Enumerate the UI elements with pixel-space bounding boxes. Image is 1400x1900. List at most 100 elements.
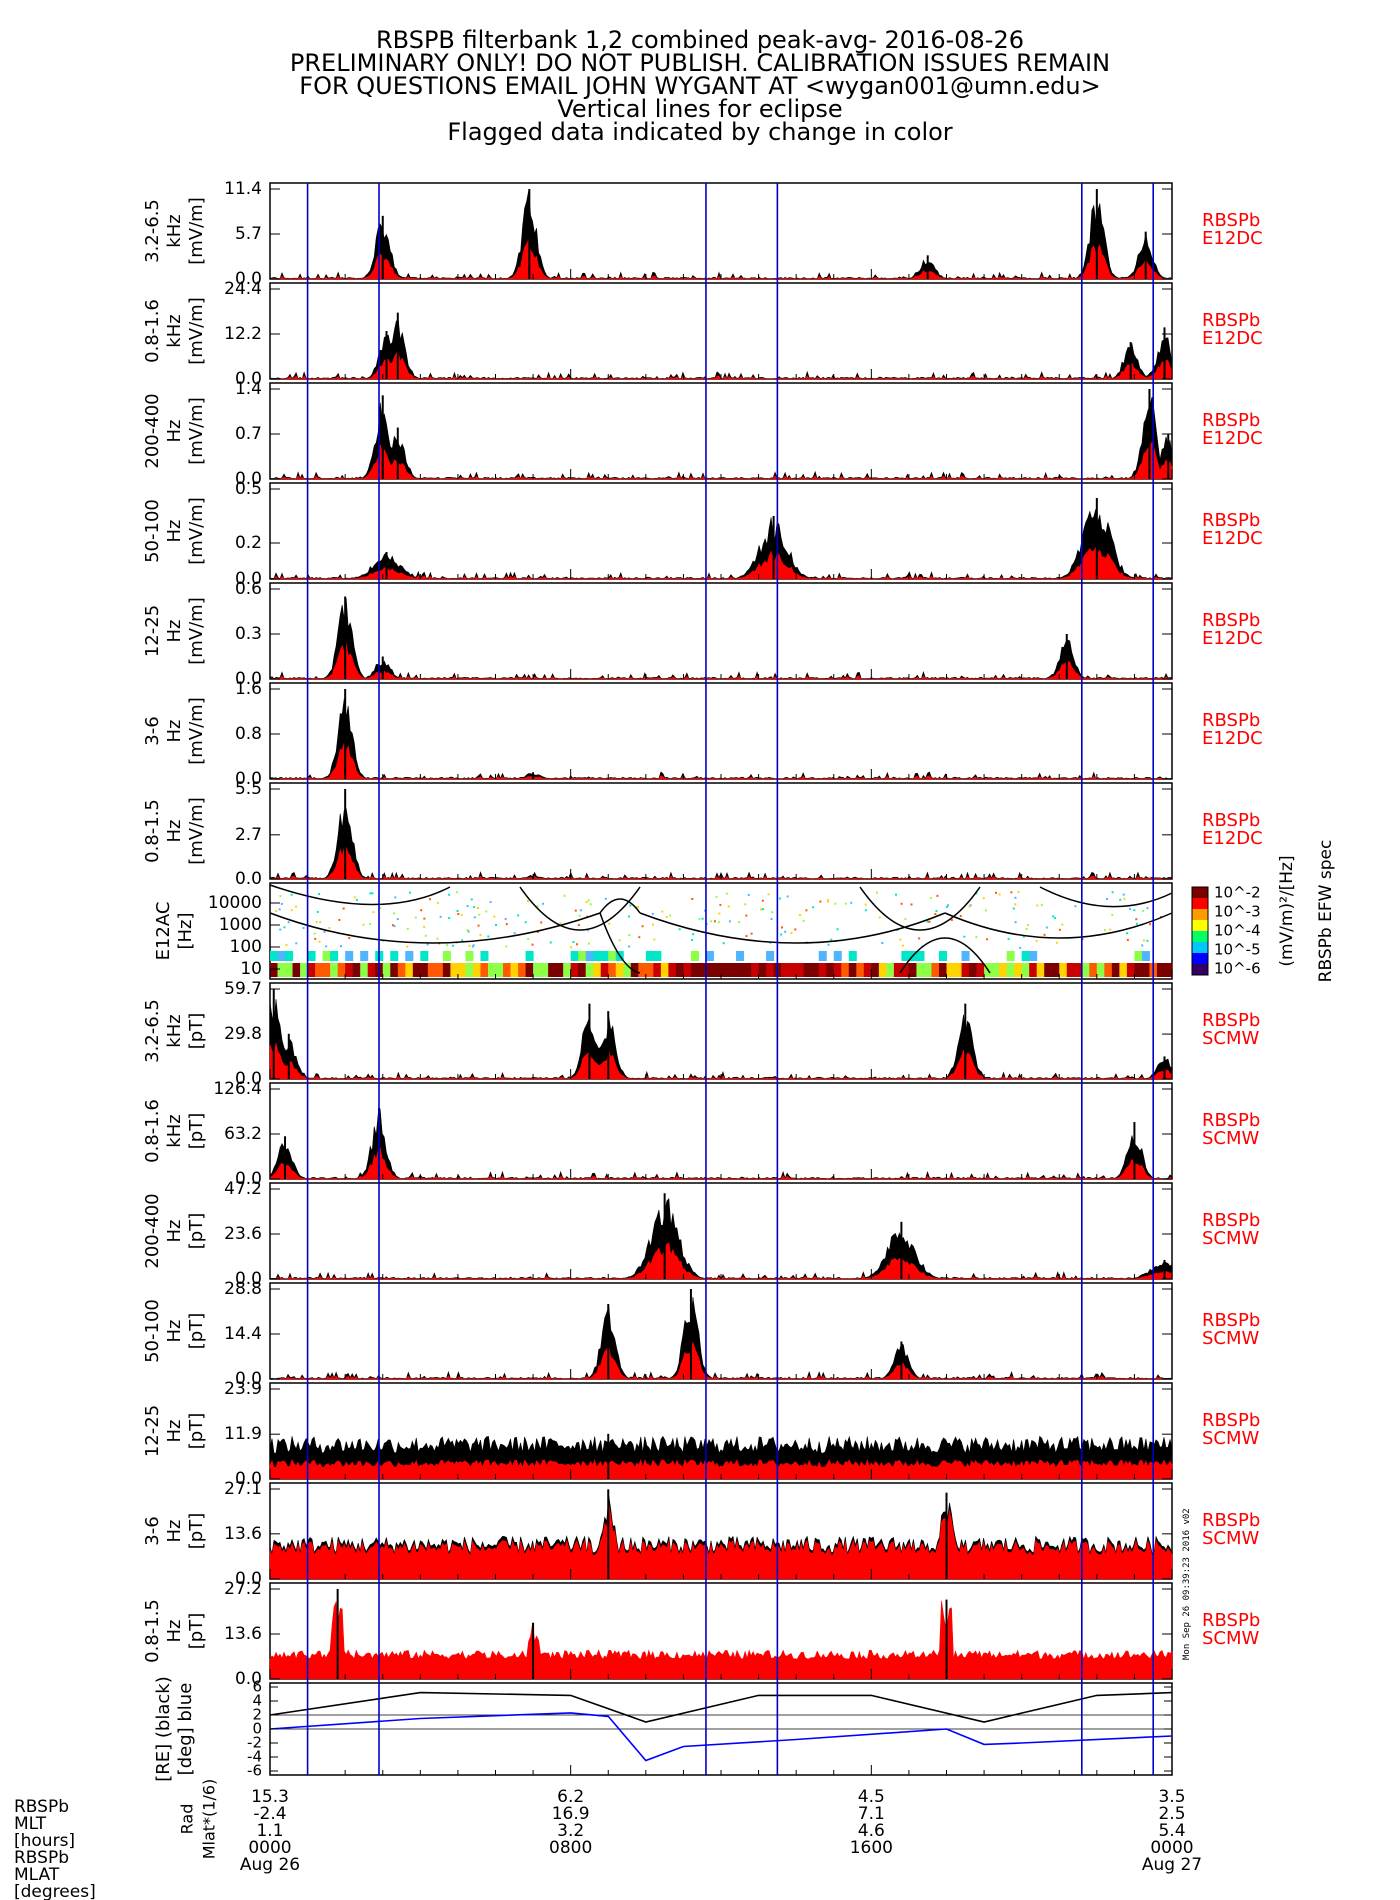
spec-cell bbox=[435, 963, 444, 977]
spec-cell bbox=[1074, 963, 1083, 977]
spec-cell bbox=[705, 963, 714, 977]
spec-speck bbox=[929, 896, 932, 899]
spec-cell bbox=[322, 963, 331, 977]
spec-cell bbox=[420, 963, 429, 977]
y-axis-label: 3-6 bbox=[142, 1516, 163, 1545]
spec-speck bbox=[348, 937, 351, 940]
spec-cell bbox=[1111, 963, 1120, 977]
spec-cell bbox=[277, 963, 286, 977]
spec-speck bbox=[844, 902, 847, 905]
x-tick-row-2: 3.2 bbox=[557, 1821, 584, 1841]
spec-speck bbox=[969, 904, 972, 907]
spec-speck bbox=[466, 905, 469, 908]
panel-12 bbox=[269, 1282, 1173, 1380]
right-label-instrument: SCMW bbox=[1202, 1228, 1260, 1249]
right-label-craft: RBSPb bbox=[1202, 210, 1260, 231]
spec-speck bbox=[881, 941, 884, 944]
spec-cell bbox=[938, 951, 947, 961]
avg-series bbox=[269, 847, 1173, 880]
spec-speck bbox=[926, 920, 929, 923]
spec-speck bbox=[426, 943, 429, 946]
colorbar-frame bbox=[1191, 886, 1209, 976]
spec-cell bbox=[683, 963, 692, 977]
x-tick-row-4: Aug 26 bbox=[240, 1855, 300, 1875]
right-label-instrument: SCMW bbox=[1202, 1328, 1260, 1349]
spec-speck bbox=[278, 908, 281, 911]
spec-speck bbox=[770, 917, 773, 920]
spec-cell bbox=[322, 951, 331, 961]
spec-cell bbox=[1036, 963, 1045, 977]
spec-speck bbox=[826, 898, 829, 901]
y-axis-label: [pT] bbox=[186, 1413, 207, 1449]
spec-cell bbox=[352, 963, 361, 977]
spec-speck bbox=[1126, 938, 1129, 941]
spec-speck bbox=[585, 901, 588, 904]
spec-speck bbox=[959, 915, 962, 918]
spec-speck bbox=[934, 913, 937, 916]
avg-series bbox=[269, 741, 1173, 780]
spec-cell bbox=[487, 963, 496, 977]
spec-speck bbox=[1119, 898, 1122, 901]
y-axis-label: Hz bbox=[164, 620, 185, 643]
spec-speck bbox=[318, 940, 321, 943]
spec-speck bbox=[473, 916, 476, 919]
spec-speck bbox=[850, 901, 853, 904]
y-tick-label: 47.2 bbox=[224, 1179, 262, 1199]
spec-speck bbox=[1143, 939, 1146, 942]
y-tick-label: 0.8 bbox=[235, 724, 262, 744]
spec-cell bbox=[991, 963, 1000, 977]
peak-series bbox=[269, 396, 1173, 480]
spec-cell bbox=[705, 951, 714, 961]
spec-speck bbox=[691, 938, 694, 941]
spec-speck bbox=[1052, 915, 1055, 918]
y-tick-label: 12.2 bbox=[224, 324, 262, 344]
spec-speck bbox=[759, 908, 762, 911]
spec-speck bbox=[805, 909, 808, 912]
spec-cell bbox=[638, 963, 647, 977]
spec-speck bbox=[315, 921, 318, 924]
spec-speck bbox=[936, 894, 939, 897]
spec-cell bbox=[480, 963, 489, 977]
right-label-craft: RBSPb bbox=[1202, 510, 1260, 531]
spec-speck bbox=[477, 924, 480, 927]
right-label-craft: RBSPb bbox=[1202, 1310, 1260, 1331]
spec-speck bbox=[704, 909, 707, 912]
right-label-craft: RBSPb bbox=[1202, 1010, 1260, 1031]
spec-speck bbox=[692, 933, 695, 936]
spec-speck bbox=[319, 921, 322, 924]
peak-series bbox=[269, 1197, 1173, 1280]
spec-speck bbox=[524, 921, 527, 924]
spec-speck bbox=[1111, 913, 1114, 916]
x-tick-row-0: 6.2 bbox=[557, 1787, 584, 1807]
spec-cell bbox=[690, 951, 699, 961]
title-line: FOR QUESTIONS EMAIL JOHN WYGANT AT <wyga… bbox=[299, 72, 1101, 100]
y-axis-label: [pT] bbox=[186, 1313, 207, 1349]
spec-speck bbox=[904, 918, 907, 921]
x-tick-row-1: 2.5 bbox=[1158, 1804, 1185, 1824]
spec-speck bbox=[629, 904, 632, 907]
spec-cell bbox=[503, 963, 512, 977]
spec-cell bbox=[999, 963, 1008, 977]
y-tick-label: 0.7 bbox=[235, 424, 262, 444]
peak-series bbox=[269, 1296, 1173, 1380]
spec-speck bbox=[738, 921, 741, 924]
avg-series bbox=[269, 1600, 1173, 1680]
spec-cell bbox=[427, 963, 436, 977]
cyclotron-curve bbox=[599, 912, 641, 974]
y-tick-label: -6 bbox=[247, 1762, 262, 1780]
spec-cell bbox=[1134, 963, 1143, 977]
spec-cell bbox=[307, 951, 316, 961]
spec-speck bbox=[1126, 932, 1129, 935]
panel-frame bbox=[269, 182, 1173, 280]
spec-speck bbox=[878, 916, 881, 919]
right-label-instrument: E12DC bbox=[1202, 428, 1263, 449]
spec-cell bbox=[585, 963, 594, 977]
spec-speck bbox=[353, 896, 356, 899]
y-axis-label: 200-400 bbox=[142, 393, 163, 468]
ephemeris-row-label: MLT bbox=[14, 1814, 47, 1834]
spec-speck bbox=[323, 930, 326, 933]
spec-speck bbox=[628, 945, 631, 948]
orbit-series bbox=[269, 1712, 1173, 1762]
spec-speck bbox=[577, 923, 580, 926]
title-line: Flagged data indicated by change in colo… bbox=[447, 118, 953, 146]
